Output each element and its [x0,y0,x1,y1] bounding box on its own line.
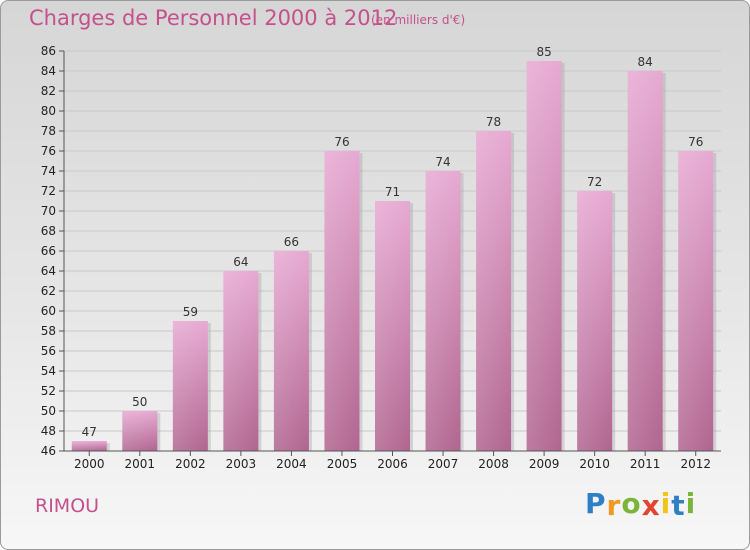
chart-subtitle: (en milliers d'€) [371,13,466,27]
bar-value-label: 72 [587,175,602,189]
x-tick-label: 2011 [630,457,661,471]
logo-letter: P [585,487,607,520]
bar-value-label: 66 [284,235,299,249]
y-tick-label: 70 [41,204,56,218]
y-tick-label: 62 [41,284,56,298]
commune-name: RIMOU [35,495,100,517]
bar-value-label: 50 [132,395,147,409]
bar-highlight [678,151,714,451]
bar-highlight [425,171,461,451]
x-tick-label: 2000 [74,457,105,471]
y-tick-label: 80 [41,104,56,118]
logo-letter: i [685,487,697,520]
bar-value-label: 76 [688,135,703,149]
x-tick-label: 2004 [276,457,307,471]
logo-letter: x [641,489,661,522]
y-tick-label: 56 [41,344,56,358]
logo-letter: o [621,487,642,520]
bar-value-label: 84 [638,55,653,69]
bar-value-label: 47 [82,425,97,439]
y-tick-label: 46 [41,444,56,458]
bar-value-label: 78 [486,115,501,129]
y-tick-label: 66 [41,244,56,258]
bar-value-label: 76 [334,135,349,149]
x-tick-label: 2012 [680,457,711,471]
y-tick-label: 50 [41,404,56,418]
y-tick-label: 84 [41,64,56,78]
bar-value-label: 71 [385,185,400,199]
logo-letter: r [606,489,622,522]
bar-highlight [324,151,360,451]
bar-value-label: 59 [183,305,198,319]
bar-highlight [526,61,562,451]
y-tick-label: 64 [41,264,56,278]
y-tick-label: 86 [41,44,56,58]
y-tick-label: 52 [41,384,56,398]
y-tick-label: 74 [41,164,56,178]
x-tick-label: 2009 [529,457,560,471]
bar-value-label: 85 [536,45,551,59]
x-tick-label: 2002 [175,457,206,471]
bar-highlight [273,251,309,451]
x-tick-label: 2003 [226,457,257,471]
bar-highlight [71,441,107,451]
logo-letter: t [671,489,686,522]
x-tick-label: 2010 [579,457,610,471]
proxiti-logo: Proxiti [585,487,697,522]
x-tick-label: 2008 [478,457,509,471]
bar-highlight [375,201,410,451]
y-tick-label: 48 [41,424,56,438]
y-tick-label: 76 [41,144,56,158]
y-tick-label: 58 [41,324,56,338]
bar-highlight [223,271,259,451]
bar-value-label: 74 [435,155,450,169]
y-tick-label: 54 [41,364,56,378]
x-tick-label: 2001 [125,457,156,471]
y-tick-label: 72 [41,184,56,198]
bar-highlight [627,71,663,451]
bar-highlight [172,321,208,451]
chart-title: Charges de Personnel 2000 à 2012 [29,6,398,30]
y-tick-label: 60 [41,304,56,318]
bar-highlight [476,131,512,451]
y-tick-label: 78 [41,124,56,138]
x-tick-label: 2006 [377,457,408,471]
y-tick-label: 68 [41,224,56,238]
x-tick-label: 2005 [327,457,358,471]
bar-highlight [577,191,613,451]
y-tick-label: 82 [41,84,56,98]
bar-highlight [122,411,158,451]
logo-letter: i [660,487,672,520]
x-tick-label: 2007 [428,457,459,471]
bar-value-label: 64 [233,255,248,269]
